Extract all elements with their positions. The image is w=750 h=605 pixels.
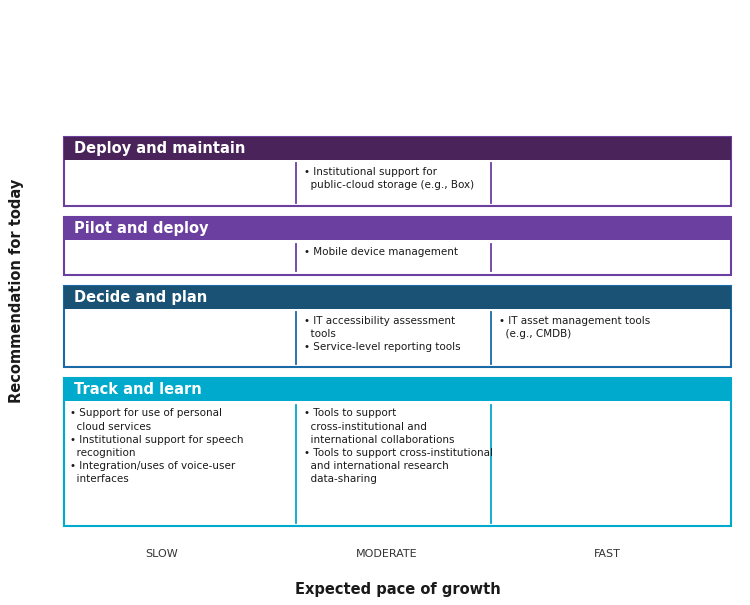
Bar — [64, 217, 731, 240]
Text: • Tools to support
  cross-institutional and
  international collaborations
• To: • Tools to support cross-institutional a… — [304, 408, 493, 485]
Bar — [64, 137, 731, 160]
Text: Expected pace of growth: Expected pace of growth — [295, 583, 500, 597]
Text: Recommendation for today: Recommendation for today — [9, 178, 24, 402]
Bar — [64, 286, 731, 309]
Text: Pilot and deploy: Pilot and deploy — [74, 221, 208, 236]
Text: Track and learn: Track and learn — [74, 382, 201, 397]
Text: MODERATE: MODERATE — [356, 549, 417, 558]
Bar — [64, 378, 731, 401]
Text: FAST: FAST — [594, 549, 621, 558]
Text: • IT accessibility assessment
  tools
• Service-level reporting tools: • IT accessibility assessment tools • Se… — [304, 316, 460, 352]
Text: • Mobile device management: • Mobile device management — [304, 247, 458, 258]
Text: SLOW: SLOW — [145, 549, 178, 558]
Bar — [64, 286, 731, 367]
Text: • IT asset management tools
  (e.g., CMDB): • IT asset management tools (e.g., CMDB) — [499, 316, 650, 339]
Text: Deploy and maintain: Deploy and maintain — [74, 141, 244, 155]
Bar — [64, 137, 731, 206]
Text: Decide and plan: Decide and plan — [74, 290, 207, 304]
Bar — [64, 378, 731, 526]
Text: • Institutional support for
  public-cloud storage (e.g., Box): • Institutional support for public-cloud… — [304, 167, 474, 190]
Text: • Support for use of personal
  cloud services
• Institutional support for speec: • Support for use of personal cloud serv… — [70, 408, 243, 485]
Bar — [64, 217, 731, 275]
